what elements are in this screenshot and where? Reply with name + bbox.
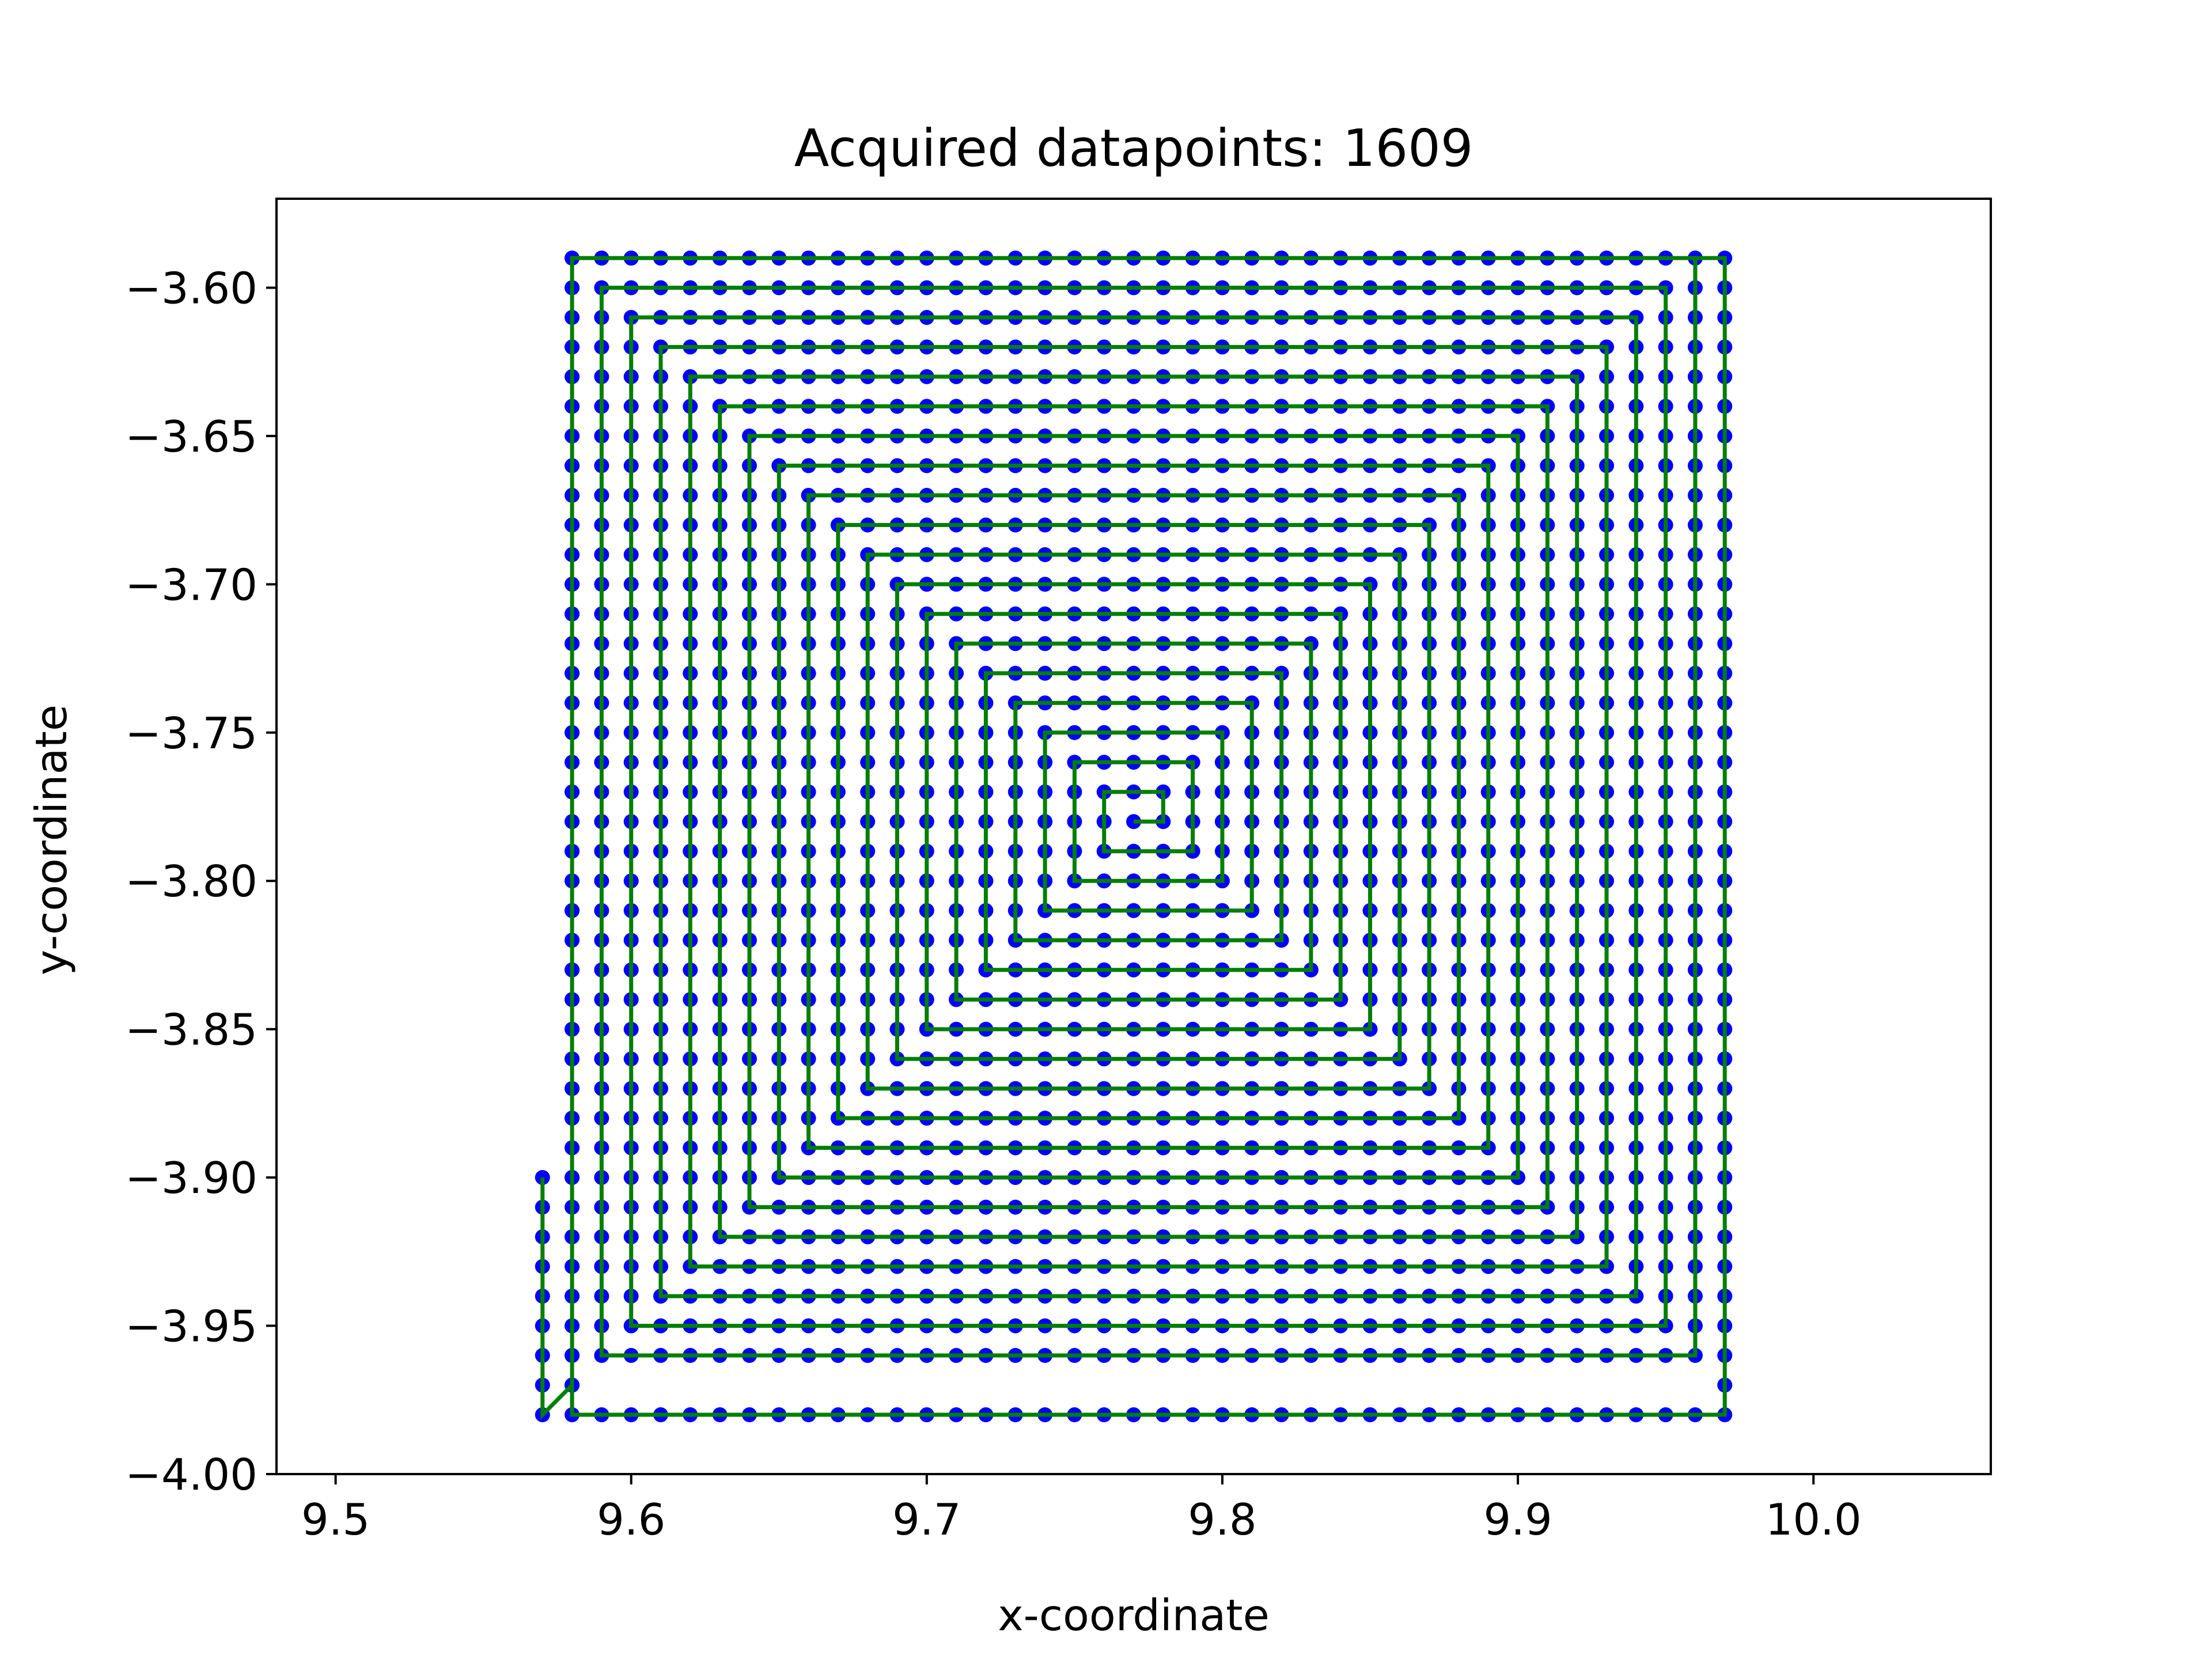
chart-title: Acquired datapoints: 1609 bbox=[794, 118, 1474, 178]
spiral-path-layer bbox=[540, 256, 1727, 1420]
y-tick-label: −3.90 bbox=[125, 1153, 257, 1203]
y-tick-label: −3.85 bbox=[125, 1005, 257, 1055]
x-tick-label: 10.0 bbox=[1766, 1494, 1862, 1545]
y-axis-label: y-coordinate bbox=[26, 704, 77, 975]
y-tick-label: −3.60 bbox=[125, 263, 257, 313]
x-tick-label: 9.7 bbox=[892, 1494, 961, 1545]
x-tick-label: 9.5 bbox=[301, 1494, 370, 1545]
y-axis-ticks: −3.60 −3.65 −3.70 −3.75 −3.80 −3.85 −3.90 −3.95… bbox=[125, 263, 276, 1500]
x-axis-ticks: 9.5 9.6 9.7 9.8 9.9 10.0 bbox=[301, 1474, 1862, 1545]
y-tick-label: −3.65 bbox=[125, 411, 257, 462]
plot-frame bbox=[275, 198, 1992, 1475]
y-tick-label: −4.00 bbox=[125, 1449, 257, 1500]
x-axis-label: x-coordinate bbox=[998, 1590, 1269, 1641]
x-tick-label: 9.9 bbox=[1483, 1494, 1552, 1545]
y-tick-label: −3.95 bbox=[125, 1301, 257, 1352]
x-tick-label: 9.6 bbox=[597, 1494, 665, 1545]
y-tick-label: −3.70 bbox=[125, 559, 257, 610]
spiral-path-line bbox=[540, 256, 1727, 1420]
x-tick-label: 9.8 bbox=[1188, 1494, 1256, 1545]
y-tick-label: −3.80 bbox=[125, 856, 257, 907]
y-tick-label: −3.75 bbox=[125, 708, 257, 759]
